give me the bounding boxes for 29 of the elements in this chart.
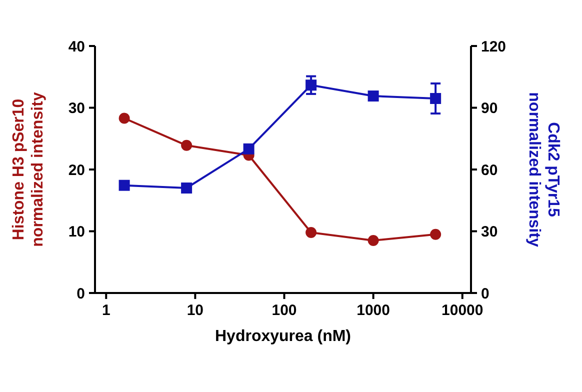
x-tick-label: 10000 xyxy=(442,302,484,319)
y2-tick-label: 90 xyxy=(481,100,498,117)
point xyxy=(306,80,317,91)
point xyxy=(118,180,130,191)
y-tick-label: 30 xyxy=(68,100,85,117)
y-tick-label: 10 xyxy=(68,224,85,240)
x-axis-title: Hydroxyurea (nM) xyxy=(214,328,352,345)
point xyxy=(306,226,317,238)
y-tick-label: 0 xyxy=(76,285,85,302)
y-axis-title: Histone H3 pSer10 normalized intensity xyxy=(10,92,46,247)
y2-tick-label: 60 xyxy=(481,162,498,179)
point xyxy=(181,140,192,151)
point xyxy=(243,143,254,154)
point xyxy=(430,228,442,240)
y2-tick-label: 120 xyxy=(481,38,506,56)
y2-tick-label: 30 xyxy=(481,224,498,240)
y2-tick-label: 0 xyxy=(481,285,490,302)
point xyxy=(368,90,379,102)
point xyxy=(118,112,130,124)
x-tick-label: 10 xyxy=(186,302,204,319)
x-tick-label: 1 xyxy=(102,302,110,319)
x-tick-label: 1000 xyxy=(356,302,390,319)
x-tick-label: 100 xyxy=(272,302,297,319)
y2-axis-title: Cdk2 pTyr15 normalized intensity xyxy=(526,92,562,247)
point xyxy=(368,235,379,246)
y-tick-label: 40 xyxy=(68,38,85,56)
y-tick-label: 20 xyxy=(68,162,85,179)
point xyxy=(181,182,192,194)
point xyxy=(430,92,442,104)
